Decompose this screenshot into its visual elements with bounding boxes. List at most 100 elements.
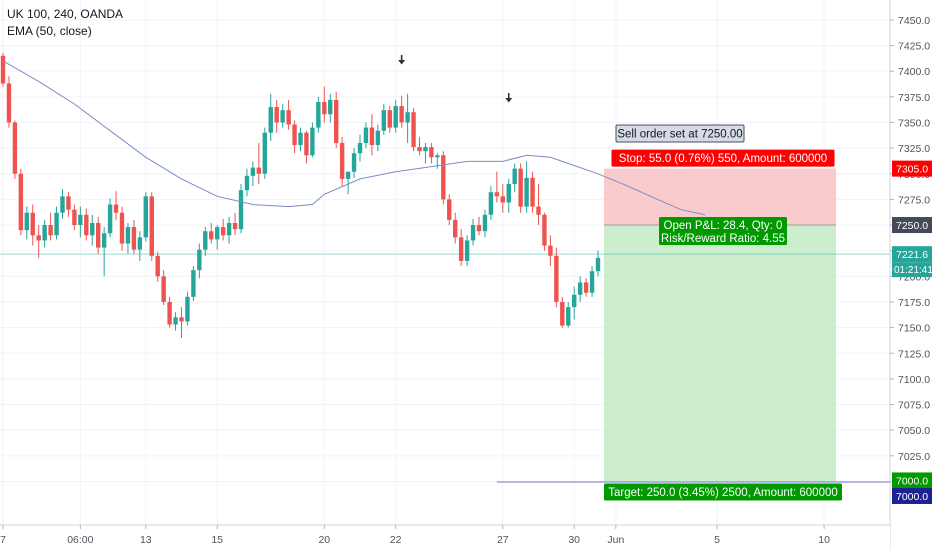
candle[interactable] bbox=[149, 192, 154, 261]
candle[interactable] bbox=[399, 95, 404, 128]
candle[interactable] bbox=[107, 198, 113, 238]
candle[interactable] bbox=[191, 266, 196, 301]
candle[interactable] bbox=[209, 222, 214, 244]
candle[interactable] bbox=[90, 214, 95, 246]
candle[interactable] bbox=[155, 251, 160, 282]
candle[interactable] bbox=[542, 212, 547, 251]
candle[interactable] bbox=[274, 99, 279, 133]
target-price-tag[interactable]: 7000.0 bbox=[892, 472, 932, 489]
candle[interactable] bbox=[96, 216, 101, 254]
candle[interactable] bbox=[417, 136, 422, 156]
candle[interactable] bbox=[6, 76, 12, 128]
candle[interactable] bbox=[244, 168, 250, 197]
candle[interactable] bbox=[0, 52, 6, 87]
candle[interactable] bbox=[482, 209, 488, 238]
candle[interactable] bbox=[286, 99, 291, 130]
candle[interactable] bbox=[429, 142, 434, 164]
candle[interactable] bbox=[60, 189, 65, 219]
candle[interactable] bbox=[470, 218, 476, 246]
candle[interactable] bbox=[179, 307, 184, 338]
candle[interactable] bbox=[363, 122, 369, 149]
candle[interactable] bbox=[536, 184, 541, 226]
candle[interactable] bbox=[357, 134, 363, 162]
candles[interactable] bbox=[0, 52, 601, 338]
candle[interactable] bbox=[548, 235, 553, 267]
candle[interactable] bbox=[328, 93, 333, 123]
candle[interactable] bbox=[595, 250, 601, 277]
candle[interactable] bbox=[30, 204, 35, 246]
candle[interactable] bbox=[554, 247, 559, 308]
current-price-tag[interactable]: 7221.6 bbox=[892, 246, 932, 263]
time-axis[interactable]: 7 06:00 13 15 20 22 27 30 Jun 5 10 bbox=[0, 524, 890, 550]
entry-price-tag[interactable]: 7250.0 bbox=[892, 217, 932, 234]
candle[interactable] bbox=[423, 142, 428, 164]
stop-label[interactable]: Stop: 55.0 (0.76%) 550, Amount: 600000 bbox=[611, 149, 835, 167]
candle[interactable] bbox=[304, 130, 309, 164]
candle[interactable] bbox=[500, 184, 505, 213]
candle[interactable] bbox=[18, 168, 24, 236]
candle[interactable] bbox=[458, 229, 464, 267]
candle[interactable] bbox=[339, 136, 345, 187]
price-axis[interactable]: 7450.07425.07400.07375.07350.07325.07300… bbox=[889, 0, 932, 550]
candle[interactable] bbox=[36, 225, 41, 258]
candle[interactable] bbox=[101, 227, 107, 277]
order-label[interactable]: Sell order set at 7250.00 bbox=[615, 124, 745, 143]
candle[interactable] bbox=[488, 186, 494, 220]
candle[interactable] bbox=[84, 208, 89, 241]
position-labels[interactable]: Sell order set at 7250.00 Stop: 55.0 (0.7… bbox=[604, 124, 842, 501]
candle[interactable] bbox=[113, 191, 119, 220]
target-label[interactable]: Target: 250.0 (3.45%) 2500, Amount: 6000… bbox=[604, 483, 842, 501]
candle[interactable] bbox=[262, 127, 267, 179]
candle[interactable] bbox=[441, 151, 446, 205]
candle[interactable] bbox=[226, 216, 232, 244]
stop-price-tag[interactable]: 7305.0 bbox=[892, 160, 932, 177]
candle[interactable] bbox=[518, 163, 523, 213]
position-zones[interactable] bbox=[0, 168, 890, 483]
candle[interactable] bbox=[464, 235, 470, 267]
candle[interactable] bbox=[292, 120, 297, 154]
candle[interactable] bbox=[167, 296, 172, 328]
candle[interactable] bbox=[119, 206, 125, 251]
candle[interactable] bbox=[334, 91, 339, 149]
candle[interactable] bbox=[197, 243, 202, 279]
candle[interactable] bbox=[185, 291, 190, 326]
candle[interactable] bbox=[506, 178, 511, 213]
candle[interactable] bbox=[411, 108, 416, 152]
candle[interactable] bbox=[310, 122, 315, 158]
candle[interactable] bbox=[215, 225, 220, 250]
candle[interactable] bbox=[137, 231, 143, 261]
candle[interactable] bbox=[250, 161, 256, 187]
candle[interactable] bbox=[125, 222, 131, 254]
candle[interactable] bbox=[220, 218, 226, 241]
candle[interactable] bbox=[131, 219, 137, 254]
candle[interactable] bbox=[566, 301, 571, 328]
candle[interactable] bbox=[589, 266, 595, 297]
candle[interactable] bbox=[143, 192, 148, 242]
horizontal-line-price-tag[interactable]: 7000.0 bbox=[892, 487, 932, 504]
stop-zone[interactable] bbox=[603, 168, 836, 226]
candle[interactable] bbox=[524, 161, 529, 213]
candle[interactable] bbox=[24, 206, 29, 240]
candle[interactable] bbox=[512, 163, 517, 193]
candle[interactable] bbox=[381, 104, 386, 135]
candle[interactable] bbox=[387, 106, 392, 133]
candle[interactable] bbox=[560, 296, 565, 328]
candle[interactable] bbox=[369, 114, 375, 156]
candle[interactable] bbox=[375, 124, 381, 152]
candle[interactable] bbox=[316, 96, 321, 133]
candle[interactable] bbox=[238, 184, 244, 234]
candle[interactable] bbox=[298, 127, 303, 152]
candle[interactable] bbox=[280, 104, 285, 128]
candle[interactable] bbox=[78, 206, 83, 238]
candle[interactable] bbox=[476, 216, 482, 236]
candle[interactable] bbox=[453, 212, 458, 244]
candle[interactable] bbox=[173, 312, 178, 331]
candle[interactable] bbox=[494, 171, 500, 203]
candle[interactable] bbox=[12, 120, 18, 179]
candle[interactable] bbox=[54, 206, 59, 240]
candle[interactable] bbox=[447, 194, 452, 226]
candle[interactable] bbox=[583, 278, 589, 297]
candle[interactable] bbox=[42, 219, 47, 248]
